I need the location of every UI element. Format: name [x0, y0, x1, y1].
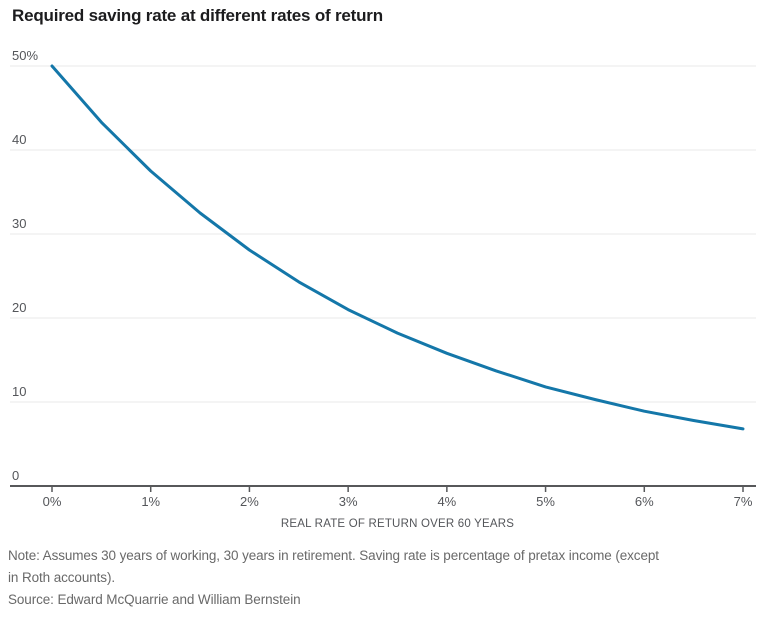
- x-axis-tick-label: 2%: [240, 494, 259, 509]
- y-axis-tick-label: 20: [12, 300, 26, 315]
- required-saving-rate-line: [50, 64, 745, 431]
- x-axis-tick-label: 6%: [635, 494, 654, 509]
- chart-title: Required saving rate at different rates …: [12, 6, 383, 25]
- x-axis-tick-label: 3%: [339, 494, 358, 509]
- line-chart-canvas: 0 10 20 30 40 50% 0% 1% 2% 3% 4% 5% 6% 7% REAL RATE OF…: [10, 48, 756, 530]
- chart-source: Source: Edward McQuarrie and William Ber…: [8, 592, 301, 607]
- y-axis-tick-label: 50%: [12, 48, 38, 63]
- y-axis-tick-label: 40: [12, 132, 26, 147]
- chart-note-line-1: Note: Assumes 30 years of working, 30 ye…: [8, 548, 659, 563]
- chart-note-line-2: in Roth accounts).: [8, 570, 116, 585]
- x-axis-tick-label: 5%: [536, 494, 555, 509]
- y-axis-tick-label: 0: [12, 468, 19, 483]
- x-axis-tick-label: 7%: [734, 494, 753, 509]
- x-axis-tick-label: 4%: [437, 494, 456, 509]
- y-axis-tick-label: 10: [12, 384, 26, 399]
- x-axis-tick-label: 0%: [43, 494, 62, 509]
- x-axis-tick-label: 1%: [141, 494, 160, 509]
- x-axis-title: REAL RATE OF RETURN OVER 60 YEARS: [281, 518, 514, 530]
- y-axis-tick-label: 30: [12, 216, 26, 231]
- chart-footnotes: Note: Assumes 30 years of working, 30 ye…: [8, 545, 758, 611]
